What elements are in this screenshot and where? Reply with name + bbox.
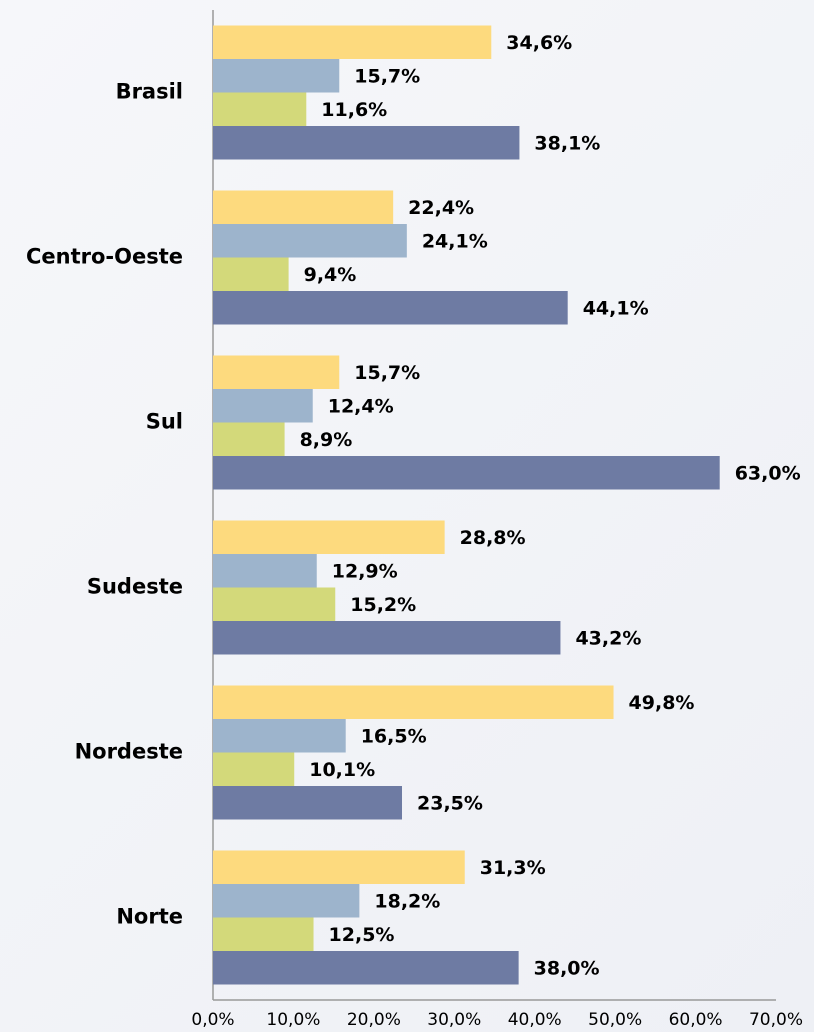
- bar: [213, 59, 340, 93]
- bar: [213, 520, 445, 554]
- bar: [213, 224, 407, 258]
- category-label: Brasil: [116, 80, 183, 104]
- x-tick-label: 10,0%: [266, 1010, 320, 1030]
- value-label: 24,1%: [422, 230, 488, 252]
- bar: [213, 456, 720, 490]
- x-tick-label: 50,0%: [588, 1010, 642, 1030]
- value-label: 49,8%: [629, 692, 695, 714]
- value-label: 43,2%: [575, 627, 641, 649]
- bar: [213, 951, 519, 985]
- value-label: 10,1%: [309, 759, 375, 781]
- value-label: 63,0%: [735, 462, 801, 484]
- category-label: Norte: [116, 905, 183, 929]
- value-label: 16,5%: [361, 725, 427, 747]
- value-label: 9,4%: [304, 264, 357, 286]
- bar: [213, 685, 614, 719]
- value-label: 8,9%: [300, 429, 353, 451]
- bar: [213, 587, 336, 621]
- bar: [213, 257, 289, 291]
- bar: [213, 291, 568, 325]
- bar: [213, 389, 313, 423]
- bar: [213, 752, 295, 786]
- value-label: 38,1%: [534, 132, 600, 154]
- bar: [213, 25, 492, 59]
- value-label: 22,4%: [408, 197, 474, 219]
- bar: [213, 355, 340, 389]
- bar: [213, 621, 561, 655]
- value-label: 15,7%: [354, 362, 420, 384]
- x-tick-label: 0,0%: [191, 1010, 234, 1030]
- bar: [213, 92, 307, 126]
- value-label: 23,5%: [417, 792, 483, 814]
- value-label: 28,8%: [460, 527, 526, 549]
- bar: [213, 190, 394, 224]
- bar: [213, 884, 360, 918]
- category-label: Sudeste: [87, 575, 183, 599]
- category-label: Sul: [146, 410, 183, 434]
- bar: [213, 786, 403, 820]
- x-tick-label: 40,0%: [508, 1010, 562, 1030]
- bar: [213, 422, 285, 456]
- value-label: 15,7%: [354, 65, 420, 87]
- value-label: 34,6%: [506, 32, 572, 54]
- x-tick-label: 70,0%: [749, 1010, 803, 1030]
- value-label: 44,1%: [583, 297, 649, 319]
- value-label: 15,2%: [350, 594, 416, 616]
- value-label: 38,0%: [534, 957, 600, 979]
- bar: [213, 554, 317, 588]
- bar: [213, 850, 465, 884]
- value-label: 11,6%: [321, 99, 387, 121]
- value-label: 31,3%: [480, 857, 546, 879]
- value-label: 18,2%: [374, 890, 440, 912]
- x-tick-label: 20,0%: [347, 1010, 401, 1030]
- value-label: 12,9%: [332, 560, 398, 582]
- category-label: Centro-Oeste: [26, 245, 183, 269]
- bar: [213, 719, 346, 753]
- bar: [213, 126, 520, 160]
- x-tick-label: 60,0%: [669, 1010, 723, 1030]
- x-tick-label: 30,0%: [427, 1010, 481, 1030]
- category-label: Nordeste: [75, 740, 183, 764]
- value-label: 12,5%: [329, 924, 395, 946]
- value-label: 12,4%: [328, 395, 394, 417]
- bar: [213, 917, 314, 951]
